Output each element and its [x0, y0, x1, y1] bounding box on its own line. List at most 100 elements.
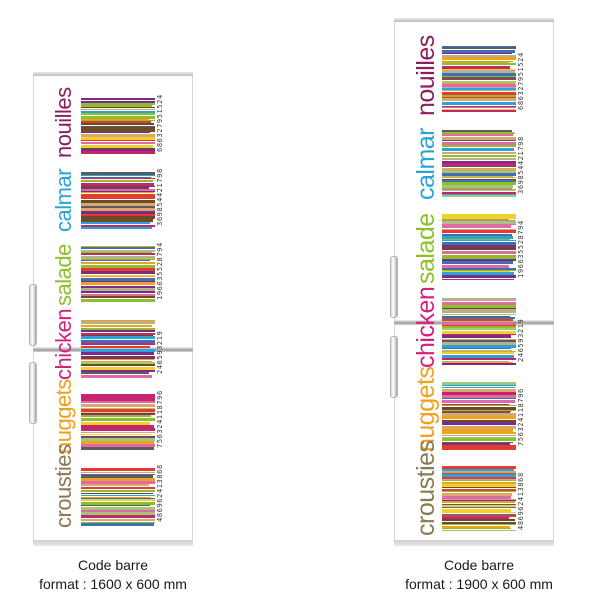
barcode-stripe — [81, 253, 155, 255]
barcode-stripe — [81, 412, 155, 413]
barcode-stripe — [81, 134, 155, 137]
barcode-stripe — [81, 271, 155, 274]
barcode-stripe — [81, 484, 149, 486]
barcode-stripe — [81, 262, 155, 264]
barcode-stripe — [442, 225, 511, 228]
barcode-stripe — [442, 137, 516, 140]
barcode-stripe — [81, 105, 152, 107]
barcode-stripe — [81, 522, 155, 523]
barcode-stripe — [442, 400, 515, 403]
barcode-stripe — [442, 317, 515, 319]
label-nuggets: nuggets — [412, 366, 440, 452]
barcode-stripe — [81, 189, 155, 191]
barcode-stripe — [81, 359, 154, 360]
barcode-stripe — [442, 445, 516, 447]
barcode-stripe — [442, 242, 516, 245]
barcode-stripe — [81, 107, 155, 108]
barcode-stripe — [442, 298, 516, 301]
barcode-stripe — [442, 176, 513, 177]
barcode-stripe — [81, 472, 155, 473]
upper-door-handle[interactable] — [390, 256, 398, 318]
barcode-stripe — [442, 355, 514, 358]
barcode-stripe — [81, 200, 155, 203]
label-nouilles: nouilles — [412, 35, 440, 116]
barcode-stripe — [442, 47, 516, 49]
barcode-number: 246593219 — [156, 330, 164, 374]
barcode-stripe — [81, 288, 155, 291]
barcode-stripe — [81, 335, 153, 336]
lower-door-handle[interactable] — [29, 362, 37, 424]
barcode-stripe — [442, 477, 516, 479]
barcode-stripe — [81, 425, 154, 428]
barcode-stripe — [81, 208, 155, 211]
barcode-stripe — [442, 404, 509, 405]
lower-door-handle[interactable] — [390, 336, 398, 398]
barcode-stripe — [442, 479, 516, 480]
barcode-stripe — [81, 282, 155, 285]
barcode-graphic — [442, 298, 516, 365]
barcode-stripe — [442, 234, 512, 236]
barcode-stripe — [442, 110, 516, 112]
barcode-stripe — [442, 158, 516, 160]
barcode-stripe — [442, 509, 511, 512]
upper-door-handle[interactable] — [29, 284, 37, 346]
barcode-stripe — [81, 111, 155, 113]
barcode-stripe — [442, 308, 516, 309]
barcode-stripe — [81, 227, 152, 229]
barcode-stripe — [442, 259, 516, 261]
barcode-stripe — [442, 323, 516, 325]
barcode-stripe — [81, 507, 155, 510]
barcode-stripe — [81, 356, 155, 357]
barcode-stripe — [442, 426, 516, 429]
barcode-stripe — [81, 413, 155, 415]
barcode-stripe — [442, 161, 516, 163]
barcode-graphic — [81, 394, 155, 450]
barcode-stripe — [81, 490, 155, 492]
barcode-stripe — [81, 132, 150, 133]
barcode-stripe — [81, 436, 155, 437]
barcode-stripe — [442, 239, 510, 240]
barcode-stripe — [442, 195, 516, 197]
fridge-door-panel — [394, 22, 554, 540]
barcode-stripe — [81, 101, 155, 103]
label-crousties: crousties — [412, 440, 440, 536]
barcode-stripe — [442, 185, 513, 188]
barcode-stripe — [81, 183, 154, 186]
barcode-stripe — [442, 61, 513, 62]
barcode-stripe — [81, 495, 155, 496]
barcode-stripe — [442, 469, 514, 471]
barcode-stripe — [442, 437, 516, 438]
barcode-stripe — [442, 192, 516, 194]
barcode-stripe — [442, 524, 516, 525]
barcode-stripe — [442, 493, 512, 496]
barcode-stripe — [442, 98, 516, 101]
barcode-stripe — [81, 275, 155, 276]
barcode-stripe — [442, 180, 516, 182]
label-calmar: calmar — [51, 168, 76, 232]
barcode-stripe — [81, 196, 155, 199]
barcode-stripe — [442, 382, 516, 385]
barcode-stripe — [81, 98, 155, 100]
barcode-stripe — [81, 178, 155, 179]
barcode-stripe — [81, 515, 155, 518]
barcode-stripe — [442, 134, 513, 136]
barcode-stripe — [442, 522, 516, 524]
barcode-stripe — [442, 514, 516, 515]
barcode-stripe — [442, 487, 516, 488]
barcode-stripe — [442, 107, 516, 108]
barcode-stripe — [81, 250, 155, 252]
barcode-stripe — [81, 299, 155, 302]
barcode-stripe — [442, 102, 516, 105]
barcode-stripe — [81, 222, 150, 224]
label-nuggets: nuggets — [51, 379, 76, 454]
barcode-stripe — [442, 236, 513, 239]
barcode-stripe — [81, 172, 155, 175]
barcode-stripe — [81, 214, 155, 216]
barcode-stripe — [442, 314, 516, 315]
barcode-stripe — [442, 480, 516, 481]
barcode-stripe — [442, 221, 516, 224]
barcode-stripe — [442, 272, 514, 274]
barcode-stripe — [442, 389, 516, 392]
barcode-stripe — [442, 504, 516, 505]
fridge-top — [33, 72, 193, 76]
